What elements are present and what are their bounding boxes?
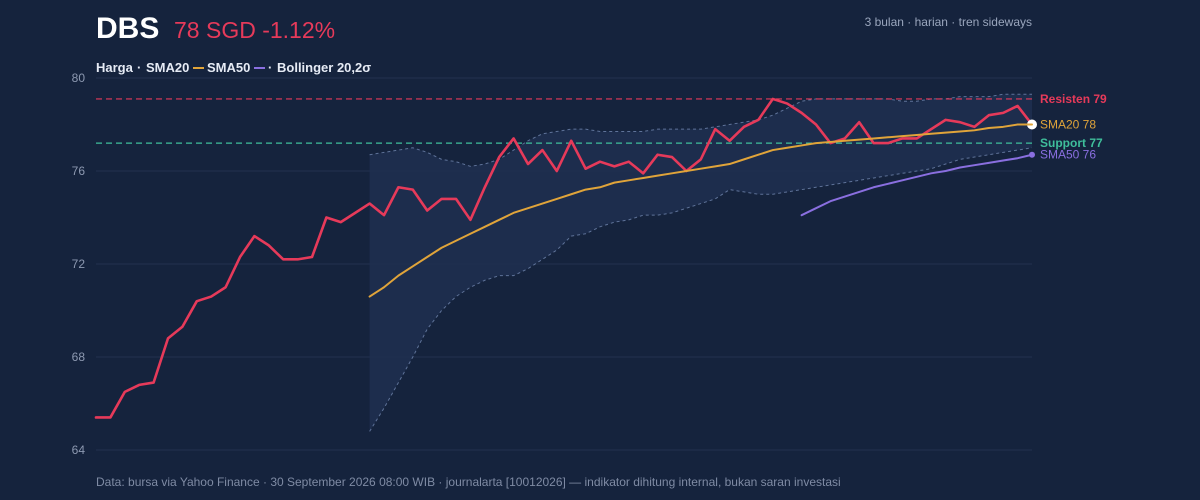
ticker-symbol: DBS — [96, 12, 159, 45]
y-tick-label: 76 — [72, 164, 86, 178]
bollinger-upper-line — [369, 93, 1032, 167]
y-tick-label: 80 — [72, 71, 86, 85]
series-sma20-end-label: SMA20 78 — [1040, 118, 1096, 132]
series-sma20-line — [368, 123, 1033, 298]
legend-separator: · — [137, 60, 141, 75]
chart-meta: 3 bulan · harian · tren sideways — [865, 15, 1032, 29]
resisten-label: Resisten 79 — [1040, 92, 1107, 106]
legend-sma50-label: SMA50 — [207, 60, 250, 75]
series-sma50-end-label: SMA50 76 — [1040, 148, 1096, 162]
footer-source: Data: bursa via Yahoo Finance · 30 Septe… — [96, 475, 841, 489]
y-tick-label: 64 — [72, 443, 86, 457]
y-tick-label: 68 — [72, 350, 86, 364]
legend-separator-2: · — [268, 60, 272, 75]
series — [94, 97, 1037, 419]
sma50-end-marker — [1029, 151, 1035, 158]
end-labels: Resisten 79 Support 77 SMA20 78 SMA50 76 — [1040, 92, 1107, 162]
series-harga-line — [94, 97, 1034, 419]
price-change: 78 SGD -1.12% — [174, 17, 335, 43]
bollinger-lower-line — [369, 147, 1033, 432]
legend-bollinger-label: Bollinger 20,2σ — [277, 60, 371, 75]
legend: Harga · SMA20 SMA50 · Bollinger 20,2σ — [96, 60, 371, 75]
series-sma50-line — [800, 153, 1033, 217]
legend-sma20-label: SMA20 — [146, 60, 189, 75]
y-axis: 64 68 72 76 80 — [72, 71, 86, 457]
legend-price-label: Harga — [96, 60, 134, 75]
bollinger-band-fill — [369, 94, 1033, 432]
bollinger-band — [369, 93, 1033, 432]
y-tick-label: 72 — [72, 257, 86, 271]
support-label: Support 77 — [1040, 136, 1103, 150]
